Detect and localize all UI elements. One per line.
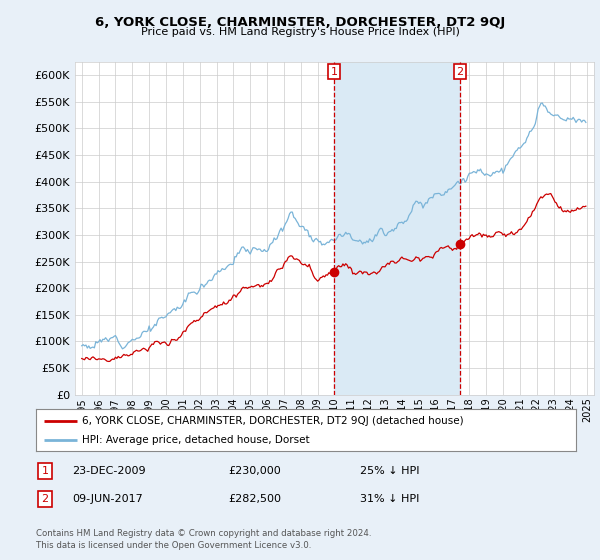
Text: 2: 2 xyxy=(41,494,49,504)
Text: 1: 1 xyxy=(41,466,49,476)
Text: 31% ↓ HPI: 31% ↓ HPI xyxy=(360,494,419,504)
Text: £282,500: £282,500 xyxy=(228,494,281,504)
Text: 23-DEC-2009: 23-DEC-2009 xyxy=(72,466,146,476)
Text: 6, YORK CLOSE, CHARMINSTER, DORCHESTER, DT2 9QJ: 6, YORK CLOSE, CHARMINSTER, DORCHESTER, … xyxy=(95,16,505,29)
Text: 1: 1 xyxy=(331,67,337,77)
Text: £230,000: £230,000 xyxy=(228,466,281,476)
Bar xyxy=(334,62,460,395)
Text: HPI: Average price, detached house, Dorset: HPI: Average price, detached house, Dors… xyxy=(82,435,310,445)
Text: 6, YORK CLOSE, CHARMINSTER, DORCHESTER, DT2 9QJ (detached house): 6, YORK CLOSE, CHARMINSTER, DORCHESTER, … xyxy=(82,416,464,426)
Text: 25% ↓ HPI: 25% ↓ HPI xyxy=(360,466,419,476)
Text: Price paid vs. HM Land Registry's House Price Index (HPI): Price paid vs. HM Land Registry's House … xyxy=(140,27,460,37)
Text: 09-JUN-2017: 09-JUN-2017 xyxy=(72,494,143,504)
Text: Contains HM Land Registry data © Crown copyright and database right 2024.
This d: Contains HM Land Registry data © Crown c… xyxy=(36,529,371,550)
Text: 2: 2 xyxy=(457,67,463,77)
